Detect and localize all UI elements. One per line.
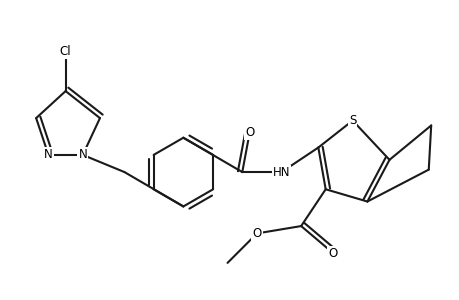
Text: HN: HN: [272, 166, 290, 178]
Text: N: N: [78, 148, 87, 161]
Text: O: O: [328, 247, 337, 260]
Text: S: S: [348, 114, 356, 127]
Text: O: O: [245, 126, 254, 139]
Text: N: N: [44, 148, 53, 161]
Text: O: O: [252, 227, 261, 240]
Text: Cl: Cl: [60, 45, 71, 58]
